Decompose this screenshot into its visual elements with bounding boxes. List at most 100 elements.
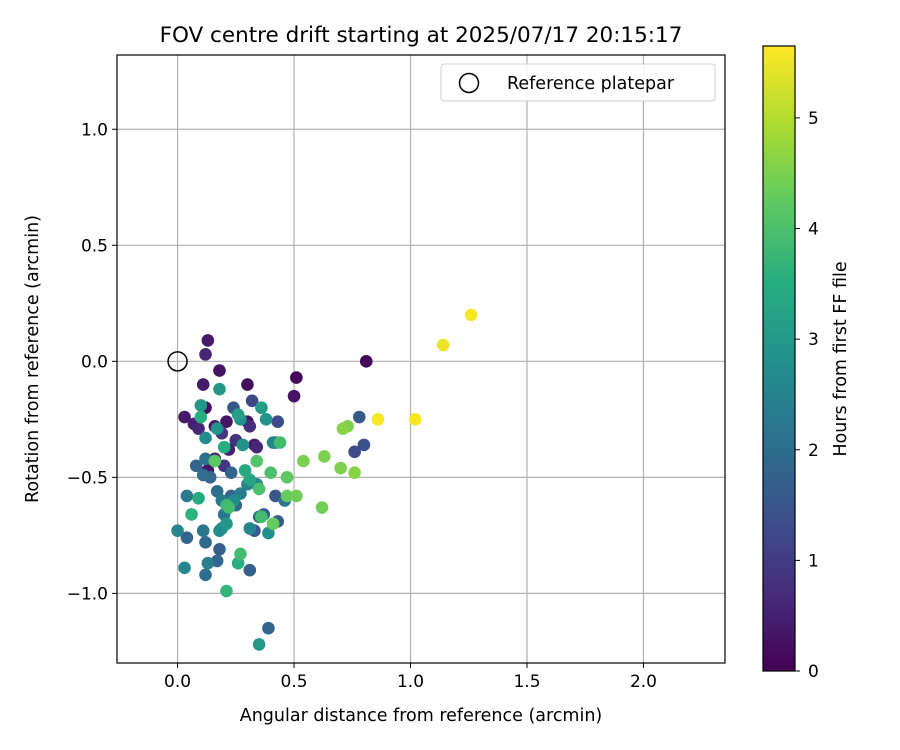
- data-point: [315, 501, 329, 514]
- data-point: [208, 454, 222, 468]
- data-point: [259, 413, 273, 426]
- data-point: [464, 308, 478, 322]
- data-point: [280, 471, 294, 484]
- x-tick-label: 1.0: [397, 672, 424, 692]
- data-point: [255, 510, 268, 524]
- data-point: [178, 410, 191, 424]
- data-point: [222, 501, 236, 514]
- data-point: [196, 524, 210, 538]
- x-axis-label: Angular distance from reference (arcmin): [240, 706, 603, 726]
- data-point: [290, 489, 303, 503]
- data-point: [231, 408, 245, 421]
- plot-frame: [116, 54, 726, 664]
- y-axis-label: Rotation from reference (arcmin): [23, 215, 43, 503]
- data-point: [273, 436, 287, 449]
- y-tick-label: 1.0: [81, 120, 108, 140]
- data-point: [243, 419, 257, 433]
- data-point: [199, 536, 212, 549]
- colorbar-tick-label: 0: [808, 662, 819, 682]
- data-point: [194, 410, 208, 424]
- data-point: [287, 389, 301, 403]
- data-point: [213, 382, 226, 396]
- colorbar-tick-label: 4: [808, 220, 819, 240]
- colorbar-tick-label: 3: [808, 330, 819, 350]
- x-tick-label: 0.5: [281, 672, 308, 692]
- data-point: [266, 517, 280, 531]
- data-point: [245, 394, 259, 408]
- data-point: [192, 491, 205, 505]
- data-point: [280, 489, 294, 503]
- data-point: [201, 334, 215, 347]
- data-point: [262, 526, 275, 540]
- data-point: [250, 454, 264, 468]
- data-point: [210, 422, 224, 435]
- data-point: [243, 522, 257, 535]
- data-point: [243, 563, 257, 577]
- x-tick-label: 0.0: [164, 672, 191, 692]
- data-point: [371, 413, 385, 426]
- x-tick-label: 1.5: [513, 672, 540, 692]
- data-point: [196, 468, 210, 482]
- legend-box: [440, 63, 716, 102]
- data-point: [171, 524, 184, 538]
- data-point: [241, 378, 254, 391]
- data-point: [217, 440, 231, 454]
- data-points: [171, 308, 478, 651]
- grid-lines: [117, 55, 725, 663]
- data-point: [178, 561, 191, 575]
- data-point: [199, 568, 212, 582]
- data-point: [348, 466, 361, 480]
- y-axis-ticks: 1.0 0.5 0.0 −0.5 −1.0: [67, 120, 117, 604]
- data-point: [213, 542, 226, 556]
- legend-marker: [458, 72, 480, 94]
- colorbar: 0 1 2 3 4 5 Hours from first FF file: [762, 45, 851, 682]
- colorbar-tick-label: 2: [808, 441, 819, 461]
- y-tick-label: 0.5: [81, 236, 108, 256]
- colorbar-gradient: [762, 45, 796, 672]
- data-point: [264, 466, 278, 480]
- data-point: [436, 338, 450, 352]
- data-point: [252, 638, 266, 651]
- chart-title: FOV centre drift starting at 2025/07/17 …: [160, 23, 683, 48]
- data-point: [210, 484, 224, 498]
- y-tick-label: −1.0: [67, 584, 108, 604]
- data-point: [243, 473, 257, 486]
- data-point: [194, 399, 208, 412]
- x-axis-ticks: 0.0 0.5 1.0 1.5 2.0: [164, 663, 657, 692]
- data-point: [336, 422, 350, 435]
- data-point: [201, 556, 215, 570]
- y-tick-label: −0.5: [67, 468, 108, 488]
- data-point: [224, 466, 238, 480]
- data-point: [189, 459, 203, 473]
- colorbar-tick-label: 5: [808, 109, 819, 129]
- data-point: [220, 584, 233, 598]
- data-point: [290, 371, 303, 384]
- data-point: [357, 438, 371, 452]
- y-tick-label: 0.0: [81, 352, 108, 372]
- data-point: [185, 508, 198, 521]
- data-point: [250, 440, 264, 454]
- data-point: [220, 517, 233, 531]
- data-point: [192, 422, 205, 435]
- data-point: [297, 454, 310, 468]
- data-point: [180, 489, 194, 503]
- colorbar-tick-label: 1: [808, 551, 819, 571]
- data-point: [199, 348, 212, 361]
- legend: Reference platepar: [440, 63, 716, 102]
- data-point: [213, 364, 226, 377]
- data-point: [180, 531, 194, 544]
- data-point: [252, 482, 266, 496]
- legend-label: Reference platepar: [507, 74, 675, 94]
- colorbar-label: Hours from first FF file: [831, 261, 851, 456]
- data-point: [269, 489, 282, 503]
- data-point: [196, 378, 210, 391]
- colorbar-ticks: 0 1 2 3 4 5: [795, 109, 819, 682]
- data-point: [408, 413, 422, 426]
- data-point: [271, 415, 285, 428]
- data-point: [348, 445, 361, 459]
- data-point: [352, 410, 366, 424]
- data-point: [262, 621, 275, 635]
- data-point: [236, 438, 250, 452]
- data-point: [359, 355, 373, 368]
